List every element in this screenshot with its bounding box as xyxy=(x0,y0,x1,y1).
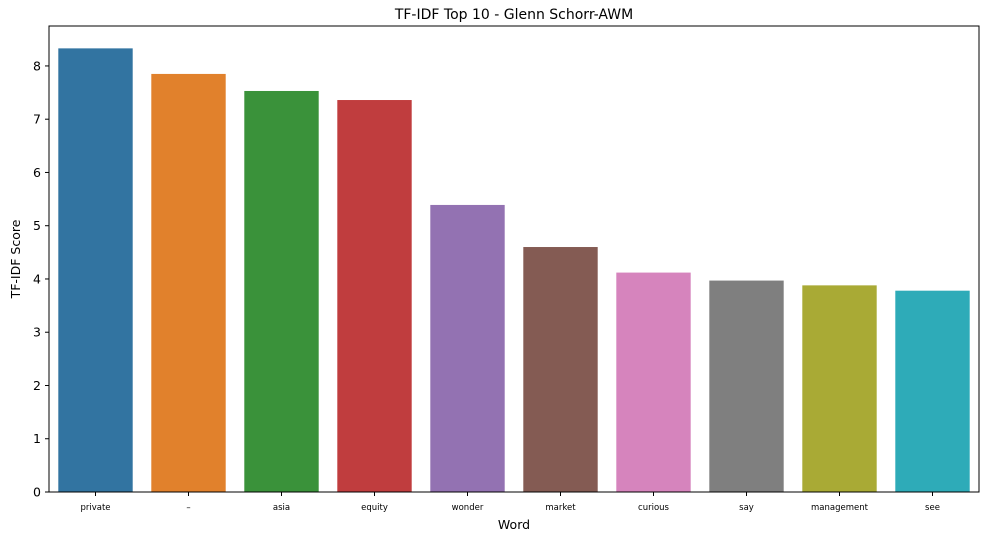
x-tick-label: wonder xyxy=(452,503,484,513)
chart-title: TF-IDF Top 10 - Glenn Schorr-AWM xyxy=(394,7,633,23)
y-ticks-group: 0 1 2 3 4 5 6 7 8 xyxy=(33,58,49,500)
x-tick-label: private xyxy=(80,503,110,513)
x-tick-label: equity xyxy=(361,503,388,513)
bar-6 xyxy=(616,272,691,492)
x-tick-label: management xyxy=(811,503,869,513)
y-tick-label: 3 xyxy=(33,325,41,340)
x-tick-label: curious xyxy=(638,503,670,513)
plot-frame xyxy=(48,25,980,493)
bar-0 xyxy=(58,48,133,492)
bar-2 xyxy=(244,90,319,492)
x-ticks-group: private – asia equity wonder market curious say… xyxy=(80,492,940,513)
x-tick-label: market xyxy=(545,503,576,513)
bar-7 xyxy=(709,280,784,492)
bar-5 xyxy=(523,247,598,492)
y-tick-label: 8 xyxy=(33,58,41,73)
y-tick-label: 4 xyxy=(33,271,41,286)
bar-8 xyxy=(802,285,877,492)
bars-group xyxy=(58,48,970,492)
y-tick-label: 1 xyxy=(33,431,41,446)
y-axis-label: TF-IDF Score xyxy=(8,219,23,299)
bar-3 xyxy=(337,100,412,492)
y-tick-label: 6 xyxy=(33,165,41,180)
x-tick-label: – xyxy=(186,503,190,513)
x-axis-label: Word xyxy=(498,517,530,532)
y-tick-label: 7 xyxy=(33,112,41,127)
x-tick-label: asia xyxy=(273,503,290,513)
y-tick-label: 2 xyxy=(33,378,41,393)
x-tick-label: say xyxy=(739,503,754,513)
bar-9 xyxy=(895,290,970,492)
bar-1 xyxy=(151,73,226,492)
x-tick-label: see xyxy=(925,503,940,513)
y-tick-label: 5 xyxy=(33,218,41,233)
bar-4 xyxy=(430,204,505,492)
y-tick-label: 0 xyxy=(33,485,41,500)
